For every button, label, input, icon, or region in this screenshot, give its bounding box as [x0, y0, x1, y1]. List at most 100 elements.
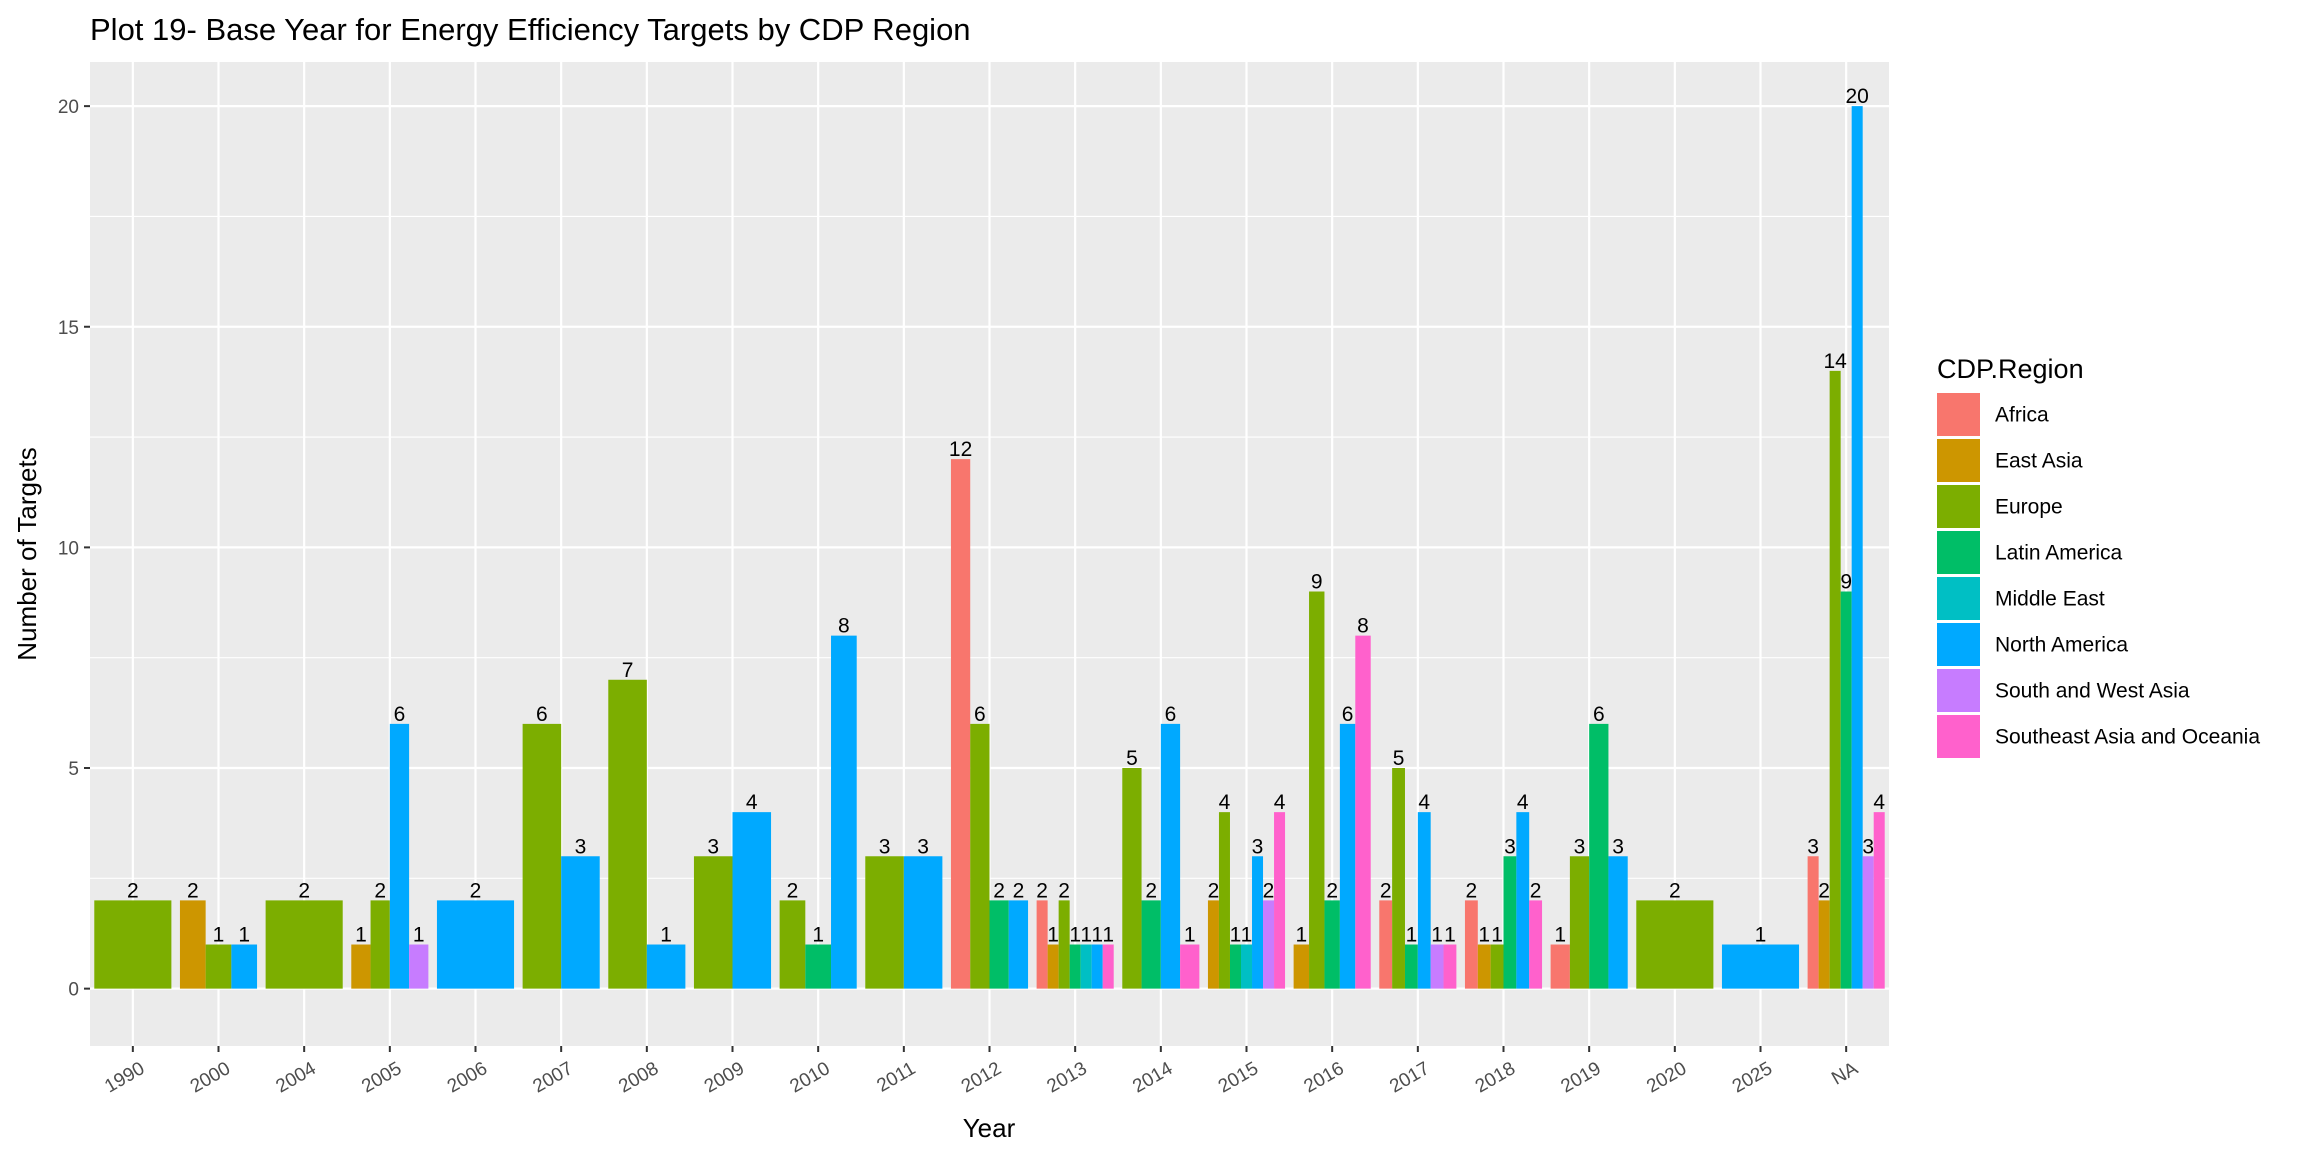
bar-value-label: 1 — [1554, 924, 1566, 947]
bar-value-label: 2 — [1326, 879, 1338, 902]
bar-value-label: 3 — [1574, 835, 1586, 858]
bar-value-label: 5 — [1393, 747, 1405, 770]
bar-value-label: 2 — [1208, 879, 1220, 902]
bar — [1141, 900, 1161, 989]
legend-key — [1937, 485, 1980, 528]
bar-value-label: 6 — [394, 703, 406, 726]
bar-value-label: 1 — [1755, 924, 1767, 947]
legend-title: CDP.Region — [1937, 354, 2084, 384]
bar — [1464, 900, 1478, 989]
bar-value-label: 2 — [1530, 879, 1542, 902]
x-tick-label: 2015 — [1215, 1058, 1262, 1097]
bar — [231, 944, 258, 989]
bar-value-label: 6 — [1165, 703, 1177, 726]
bar — [1102, 944, 1114, 989]
x-tick-label: 1990 — [101, 1058, 148, 1097]
x-tick-label: NA — [1828, 1058, 1862, 1090]
bar-value-label: 1 — [1047, 924, 1059, 947]
bar-value-label: 3 — [1807, 835, 1819, 858]
bar-value-label: 1 — [1102, 924, 1114, 947]
legend-label: North America — [1995, 634, 2128, 657]
legend-key — [1937, 715, 1980, 758]
bar — [1477, 944, 1491, 989]
bar-value-label: 1 — [213, 924, 225, 947]
bar — [1873, 812, 1885, 989]
bar — [351, 944, 371, 989]
bar — [831, 635, 857, 989]
bar — [1550, 944, 1570, 989]
x-axis: 1990 2000 2004 2005 2006 2007 2008 2009 2010 2011… — [101, 1046, 1862, 1097]
x-tick-label: 2005 — [358, 1058, 405, 1097]
bar-value-label: 1 — [238, 924, 250, 947]
bar — [1324, 900, 1340, 989]
bar-value-label: 1 — [355, 924, 367, 947]
bar — [1430, 944, 1444, 989]
x-tick-label: 2019 — [1558, 1058, 1605, 1097]
y-tick-label: 5 — [68, 759, 79, 780]
bar — [1516, 812, 1530, 989]
bar — [1091, 944, 1103, 989]
bar — [1608, 856, 1628, 989]
bar — [1589, 723, 1609, 989]
bar — [970, 723, 990, 989]
bar — [522, 723, 562, 989]
bar-value-label: 3 — [917, 835, 929, 858]
bar — [1047, 944, 1059, 989]
bar-value-label: 7 — [622, 659, 634, 682]
bar — [1443, 944, 1457, 989]
bar — [1263, 900, 1275, 989]
bar-value-label: 6 — [536, 703, 548, 726]
bar — [1404, 944, 1418, 989]
bar — [1636, 900, 1714, 989]
y-tick-label: 20 — [58, 97, 79, 118]
bar-value-label: 4 — [1274, 791, 1286, 814]
bar — [205, 944, 232, 989]
bar-value-label: 2 — [1036, 879, 1048, 902]
bar — [1569, 856, 1590, 989]
x-tick-label: 2012 — [958, 1058, 1005, 1097]
y-tick-label: 15 — [58, 318, 79, 339]
bar — [1080, 944, 1092, 989]
x-tick-label: 2017 — [1386, 1058, 1433, 1097]
bar — [1392, 768, 1405, 989]
bar — [409, 944, 429, 989]
bar-value-label: 2 — [1263, 879, 1275, 902]
legend-key — [1937, 531, 1980, 574]
bar — [646, 944, 686, 989]
bar — [1058, 900, 1070, 989]
bar — [1252, 856, 1264, 989]
bar — [732, 812, 772, 989]
bar — [1207, 900, 1219, 989]
bar — [608, 679, 647, 989]
bar — [950, 459, 971, 989]
bar-value-label: 3 — [575, 835, 587, 858]
legend-key — [1937, 623, 1980, 666]
bar — [1240, 944, 1253, 989]
bar — [1339, 723, 1356, 989]
bar — [1229, 944, 1241, 989]
x-tick-label: 2025 — [1729, 1058, 1776, 1097]
bar-value-label: 2 — [1058, 879, 1070, 902]
bar — [1036, 900, 1048, 989]
legend-key — [1937, 669, 1980, 712]
x-tick-label: 2006 — [444, 1058, 491, 1097]
bar — [1840, 591, 1852, 989]
bar-value-label: 1 — [1241, 924, 1253, 947]
bar — [1490, 944, 1504, 989]
bar-value-label: 3 — [1862, 835, 1874, 858]
bar — [561, 856, 600, 989]
bar-value-label: 1 — [812, 924, 824, 947]
chart-title: Plot 19- Base Year for Energy Efficiency… — [90, 12, 971, 47]
bar-value-label: 1 — [1091, 924, 1103, 947]
bar-value-label: 3 — [1252, 835, 1264, 858]
bar — [779, 900, 806, 989]
legend: CDP.Region Africa East Asia Europe Latin Am… — [1937, 354, 2260, 758]
bar — [370, 900, 390, 989]
bars — [94, 106, 1885, 989]
legend-label: Southeast Asia and Oceania — [1995, 726, 2260, 749]
x-tick-label: 2010 — [787, 1058, 834, 1097]
bar-value-label: 3 — [1612, 835, 1624, 858]
bar — [805, 944, 832, 989]
